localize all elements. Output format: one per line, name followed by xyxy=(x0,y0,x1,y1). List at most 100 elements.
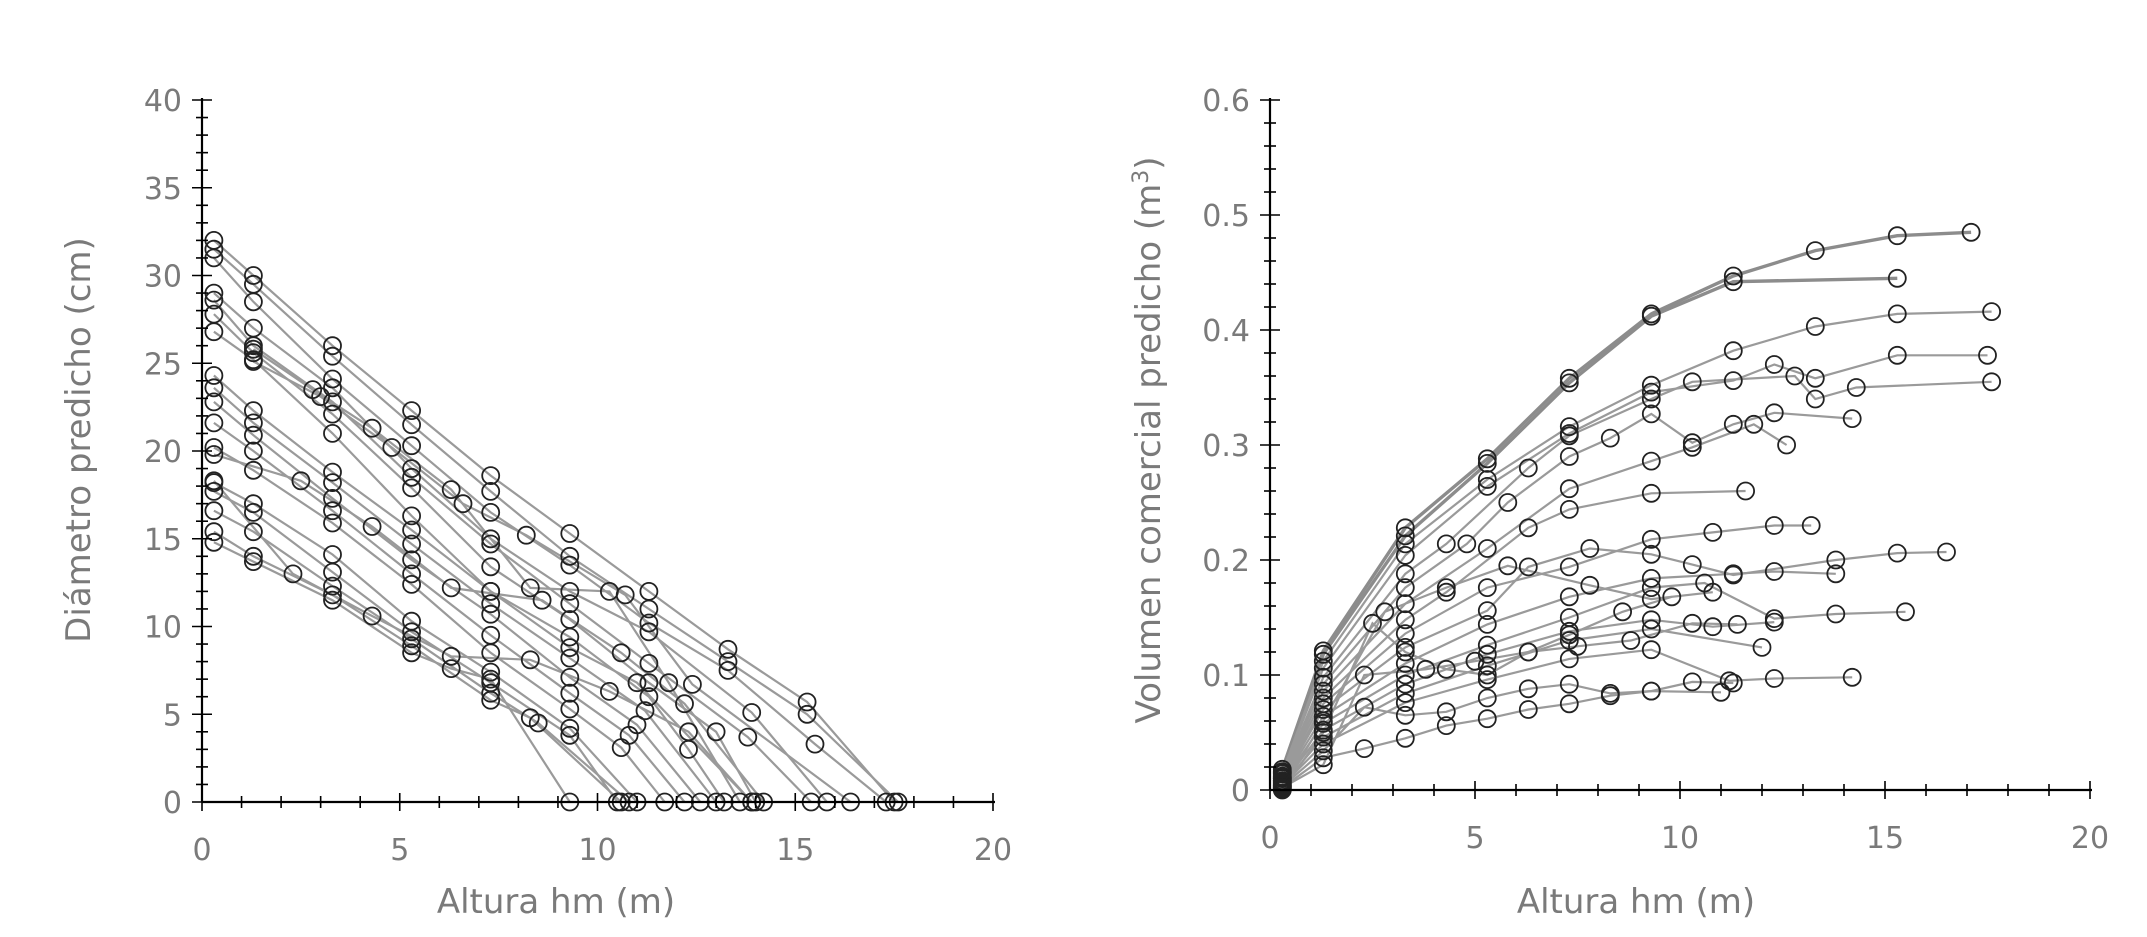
left-y-tick-label: 40 xyxy=(144,84,182,119)
right-data-point xyxy=(1777,435,1796,455)
right-x-tick-label: 0 xyxy=(1260,821,1279,856)
left-data-point xyxy=(516,525,536,545)
right-data-point xyxy=(1723,272,1743,292)
left-data-point xyxy=(402,520,422,540)
right-data-point xyxy=(1395,674,1415,694)
right-data-point xyxy=(1641,375,1661,395)
right-data-point xyxy=(1805,317,1825,336)
left-data-point xyxy=(243,352,263,371)
right-data-point xyxy=(1477,665,1497,685)
right-y-tick-label: 0.2 xyxy=(1202,544,1250,579)
left-data-point xyxy=(679,722,698,742)
right-data-point xyxy=(1436,659,1456,679)
left-data-point xyxy=(243,546,263,566)
left-data-point xyxy=(243,503,263,522)
right-data-point xyxy=(1723,371,1743,391)
right-data-point xyxy=(1978,345,1997,365)
left-y-tick-label: 10 xyxy=(144,611,182,646)
left-data-point xyxy=(291,471,311,491)
left-x-tick-label: 5 xyxy=(390,833,409,868)
right-data-point xyxy=(1723,564,1743,584)
right-data-point xyxy=(1641,640,1661,660)
right-y-tick-label: 0.4 xyxy=(1202,314,1250,349)
left-data-point xyxy=(402,534,422,554)
left-data-point xyxy=(323,501,342,521)
right-data-point xyxy=(1723,266,1743,286)
right-series-line xyxy=(1281,570,1836,783)
right-data-point xyxy=(1395,564,1415,584)
right-data-point xyxy=(1846,378,1866,397)
left-data-point xyxy=(243,494,263,514)
right-data-point xyxy=(1395,546,1415,565)
left-x-tick-label: 10 xyxy=(578,833,616,868)
left-data-point xyxy=(402,550,422,570)
right-data-point xyxy=(1313,723,1333,742)
left-data-point xyxy=(243,441,263,461)
left-data-point xyxy=(323,404,342,424)
left-series-line xyxy=(213,530,622,803)
left-data-point xyxy=(441,646,461,666)
right-data-point xyxy=(1641,544,1661,564)
right-data-point xyxy=(1723,414,1743,434)
left-data-point xyxy=(243,292,263,312)
left-data-point xyxy=(481,683,501,703)
right-data-point xyxy=(1559,674,1579,694)
left-data-point xyxy=(402,478,422,498)
left-data-point xyxy=(560,524,580,543)
right-y-tick-label: 0 xyxy=(1231,774,1250,809)
right-data-point xyxy=(1559,417,1579,437)
right-data-point xyxy=(1641,451,1661,471)
left-data-point xyxy=(402,415,422,435)
left-data-point xyxy=(627,673,647,693)
left-series-line xyxy=(213,248,899,803)
right-data-point xyxy=(1416,659,1436,679)
left-series-line xyxy=(213,480,753,803)
left-data-point xyxy=(204,378,224,398)
right-data-point xyxy=(1313,734,1333,754)
left-data-point xyxy=(243,413,263,433)
left-series-line xyxy=(213,374,753,803)
right-data-point xyxy=(1764,403,1784,423)
right-data-point xyxy=(1801,516,1821,535)
left-series-line xyxy=(213,446,666,803)
right-data-point xyxy=(1313,707,1333,726)
right-data-point xyxy=(1354,739,1374,758)
right-data-point xyxy=(1313,741,1333,761)
right-data-point xyxy=(1682,437,1702,457)
left-data-point xyxy=(204,481,224,501)
right-data-point xyxy=(1313,711,1333,731)
left-x-tick-label: 15 xyxy=(776,833,814,868)
left-data-point xyxy=(639,622,659,642)
right-chart: 0 5 10 15 20 0 0.1 0.2 0.3 0.4 0.5 0.6 xyxy=(1202,84,2109,856)
left-data-point xyxy=(520,578,540,598)
left-data-point xyxy=(323,462,342,482)
left-data-point xyxy=(402,459,422,479)
right-series-line xyxy=(1281,648,1853,787)
left-data-point xyxy=(615,585,635,605)
right-data-point xyxy=(1785,366,1805,386)
left-x-tick-label: 20 xyxy=(974,833,1012,868)
right-data-point xyxy=(1896,602,1915,622)
right-data-point xyxy=(1764,612,1784,632)
left-data-point xyxy=(481,643,501,663)
right-data-point xyxy=(1641,578,1661,597)
left-data-point xyxy=(481,594,501,614)
right-x-tick-label: 20 xyxy=(2071,821,2109,856)
right-data-point xyxy=(1559,373,1579,393)
left-data-point xyxy=(481,662,501,682)
left-y-tick-label: 20 xyxy=(144,435,182,470)
left-data-point xyxy=(323,488,342,508)
right-data-point xyxy=(1477,615,1497,634)
left-data-point xyxy=(797,692,817,712)
right-data-point xyxy=(1682,372,1702,392)
left-data-point xyxy=(204,366,224,385)
right-data-point xyxy=(1518,557,1538,577)
right-data-point xyxy=(1363,613,1382,633)
left-data-point xyxy=(520,708,540,728)
right-data-point xyxy=(1703,582,1723,602)
right-data-point xyxy=(1436,716,1456,735)
left-data-point xyxy=(323,576,342,596)
left-data-point xyxy=(560,638,580,657)
right-data-point xyxy=(1641,483,1661,503)
